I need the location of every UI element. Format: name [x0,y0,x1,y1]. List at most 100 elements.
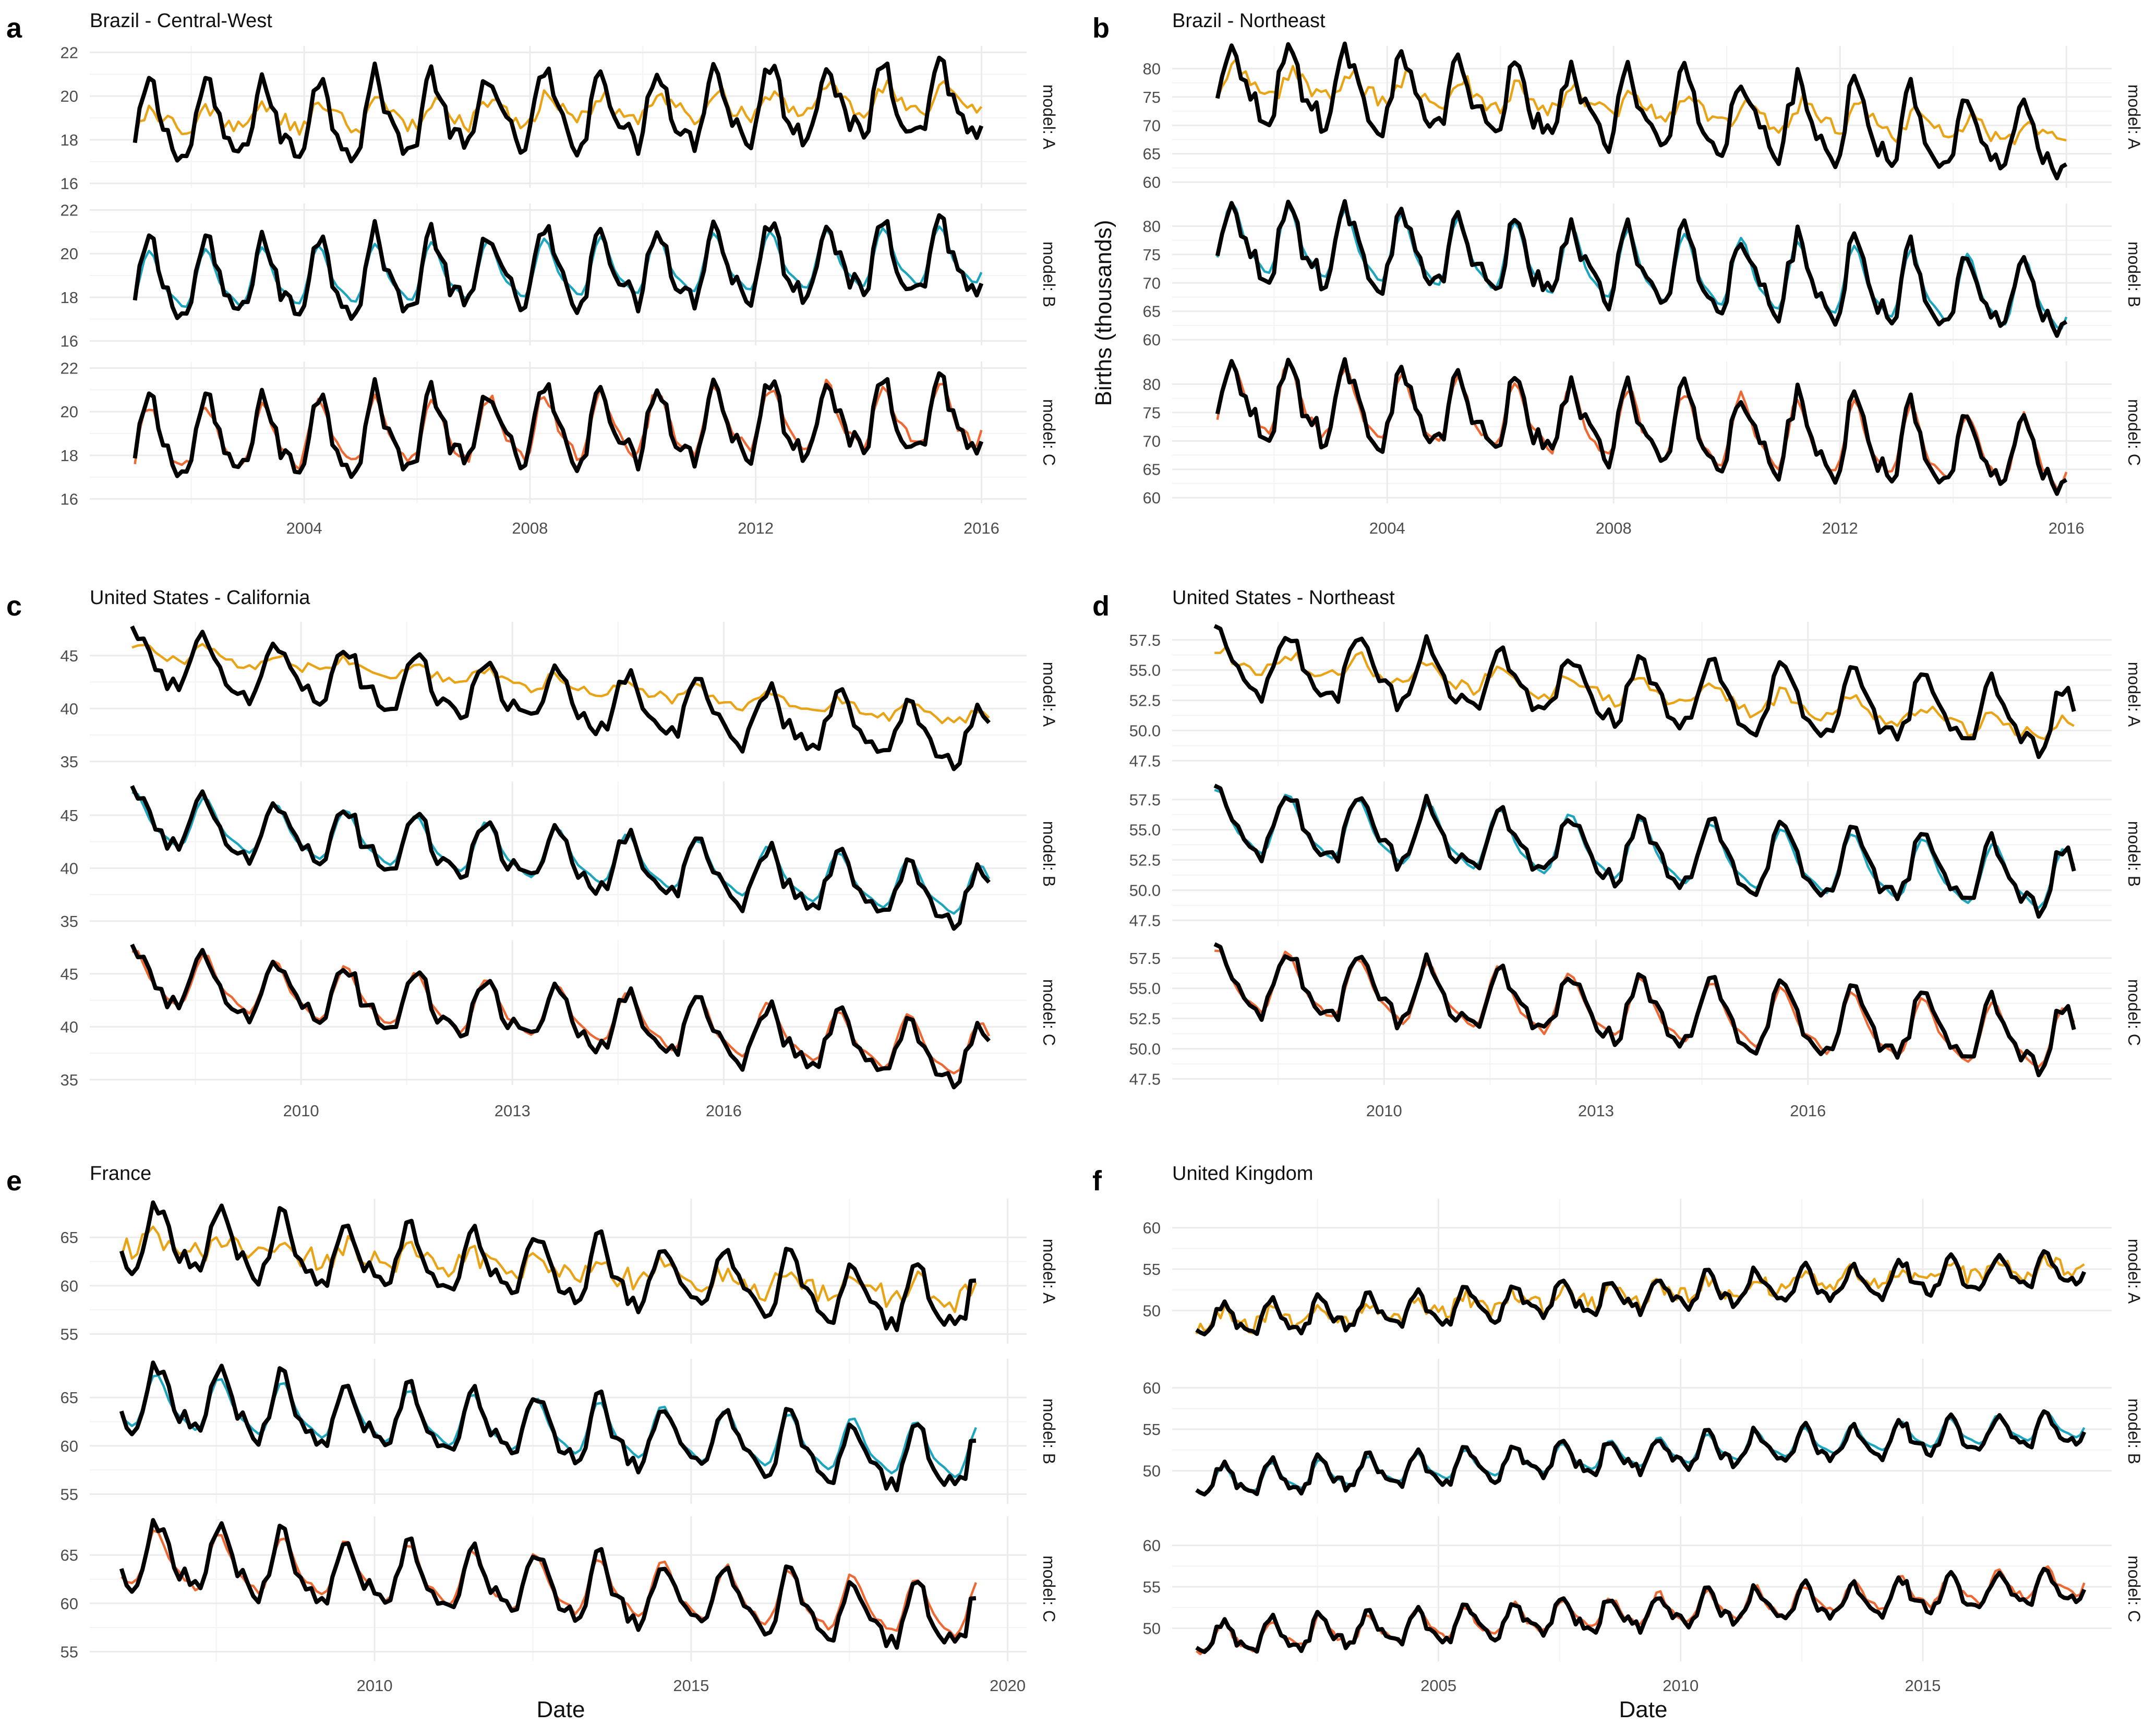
facet-f-1: 50 55 60 model: B [1143,1359,2143,1504]
y-tick-label: 60 [1143,331,1161,349]
facet-strip-label: model: A [2125,85,2143,150]
series-observed-line [119,1518,977,1650]
x-axis-title: Date [1619,1697,1668,1722]
y-tick-label: 18 [61,447,78,465]
x-tick-label: 2012 [738,519,774,537]
y-tick-label: 60 [1143,489,1161,507]
y-tick-label: 52.5 [1129,851,1161,870]
series-observed-line [1195,1566,2087,1654]
y-tick-label: 60 [1143,1219,1161,1237]
panel-title-b: Brazil - Northeast [1172,10,1326,32]
series-observed-line [133,371,984,479]
series-model-a-line [1214,645,2075,740]
y-tick-label: 40 [61,699,78,718]
facet-e-0: 55 60 65 model: A [61,1199,1058,1344]
panel-title-a: Brazil - Central-West [90,10,272,32]
facet-e-1: 55 60 65 model: B [61,1359,1058,1504]
facet-strip-label: model: A [1040,85,1058,150]
facet-c-0: 35 40 45 model: A [61,622,1058,771]
y-tick-label: 16 [61,490,78,509]
x-tick-label: 2008 [1596,519,1632,537]
x-tick-label: 2016 [963,519,999,537]
panel-title-e: France [90,1163,151,1185]
y-tick-label: 55 [1143,1260,1161,1278]
series-model-c-line [1196,1565,2086,1656]
x-tick-label: 2010 [1663,1676,1699,1695]
y-tick-label: 57.5 [1129,631,1161,649]
y-tick-label: 22 [61,201,78,220]
y-tick-label: 65 [1143,145,1161,163]
y-tick-label: 60 [1143,1537,1161,1555]
series-observed-line [133,213,984,321]
x-tick-label: 2016 [706,1102,742,1120]
series-observed-line [133,55,984,164]
series-observed-line [130,944,991,1090]
series-observed-line [1213,624,2076,759]
y-tick-label: 16 [61,175,78,193]
y-tick-label: 60 [61,1595,78,1613]
series-model-a-line [1195,1253,2085,1335]
y-tick-label: 60 [1143,173,1161,191]
y-tick-label: 80 [1143,218,1161,236]
y-tick-label: 70 [1143,274,1161,292]
y-tick-label: 20 [61,403,78,421]
panel-e: e France 55 60 65 model: A 55 60 65 model: B 55 60 6… [6,1163,1058,1722]
series-observed-line [1195,1249,2087,1336]
y-tick-label: 55 [61,1643,78,1661]
facet-strip-label: model: A [1040,662,1058,727]
series-observed-line [130,785,991,931]
y-tick-label: 47.5 [1129,911,1161,930]
y-tick-label: 65 [1143,461,1161,479]
facet-strip-label: model: A [2125,1239,2143,1304]
x-tick-label: 2013 [1578,1102,1614,1120]
y-tick-label: 55.0 [1129,980,1161,998]
facet-c-2: 35 40 45 model: C [61,940,1058,1090]
panel-f: f United Kingdom 50 55 60 model: A 50 55 60 model… [1092,1163,2143,1722]
facet-e-2: 55 60 65 model: C [61,1516,1058,1661]
panel-title-d: United States - Northeast [1172,587,1395,609]
y-tick-label: 65 [61,1228,78,1247]
x-tick-label: 2015 [1905,1676,1941,1695]
facet-c-1: 35 40 45 model: B [61,781,1058,931]
y-tick-label: 22 [61,44,78,62]
y-tick-label: 55 [61,1485,78,1503]
x-tick-label: 2015 [673,1676,709,1695]
facet-a-2: 16 18 20 22 model: C [61,359,1058,509]
y-tick-label: 18 [61,288,78,307]
facet-a-0: 16 18 20 22 model: A [61,44,1058,193]
facet-strip-label: model: B [1040,1398,1058,1464]
facet-strip-label: model: B [2125,1398,2143,1464]
y-tick-label: 70 [1143,116,1161,135]
facet-d-1: 47.5 50.0 52.5 55.0 57.5 model: B [1129,781,2143,930]
series-model-a-line [120,1225,977,1313]
y-tick-label: 50 [1143,1301,1161,1320]
y-tick-label: 50 [1143,1462,1161,1480]
panel-c: c United States - California 35 40 45 model: … [6,587,1058,1120]
panel-tag-e: e [6,1165,22,1197]
series-observed-line [1213,783,2076,919]
y-tick-label: 45 [61,647,78,665]
x-tick-label: 2013 [495,1102,531,1120]
y-tick-label: 52.5 [1129,692,1161,710]
y-tick-label: 47.5 [1129,1070,1161,1088]
y-tick-label: 40 [61,859,78,877]
y-tick-label: 70 [1143,432,1161,450]
series-observed-line [1215,41,2068,180]
y-tick-label: 52.5 [1129,1010,1161,1028]
y-tick-label: 20 [61,245,78,263]
y-tick-label: 50.0 [1129,1040,1161,1058]
facet-strip-label: model: B [1040,821,1058,887]
panel-d: d United States - Northeast 47.5 50.0 52.5 55… [1092,587,2143,1120]
panel-tag-d: d [1092,590,1110,622]
y-tick-label: 80 [1143,60,1161,78]
x-tick-label: 2004 [286,519,322,537]
facet-f-0: 50 55 60 model: A [1143,1199,2143,1344]
y-tick-label: 60 [61,1277,78,1295]
y-tick-label: 80 [1143,376,1161,394]
facet-strip-label: model: C [2125,979,2143,1046]
y-tick-label: 35 [61,912,78,931]
series-model-b-line [1216,201,2068,330]
x-tick-label: 2010 [1366,1102,1402,1120]
facet-strip-label: model: A [1040,1239,1058,1304]
